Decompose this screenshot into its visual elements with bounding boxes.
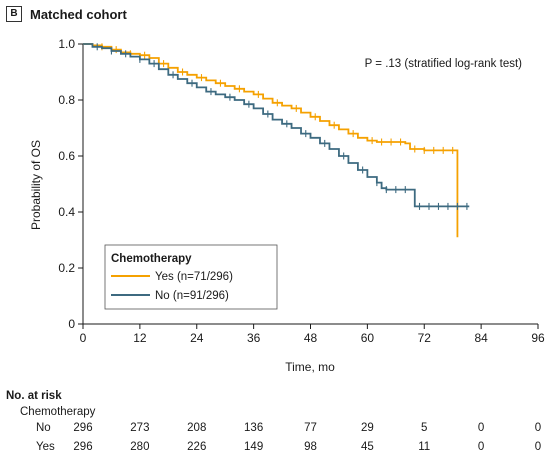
- panel-letter: B: [6, 6, 22, 22]
- risk-table-header: No. at risk: [6, 390, 62, 402]
- x-tick-label: 12: [133, 331, 147, 345]
- risk-count-no: 208: [187, 422, 206, 434]
- panel-header: B Matched cohort: [6, 5, 127, 23]
- y-tick-label: 0.8: [58, 93, 75, 107]
- risk-row-label-no: No: [36, 422, 51, 434]
- risk-count-no: 136: [244, 422, 263, 434]
- legend: Chemotherapy Yes (n=71/296) No (n=91/296…: [104, 244, 278, 310]
- legend-title: Chemotherapy: [111, 253, 192, 265]
- risk-count-yes: 11: [418, 441, 430, 453]
- pvalue-annotation: P = .13 (stratified log-rank test): [365, 58, 523, 70]
- y-tick-label: 0: [68, 317, 75, 331]
- risk-count-yes: 280: [130, 441, 149, 453]
- y-axis-label: Probability of OS: [29, 140, 43, 230]
- risk-count-no: 273: [130, 422, 149, 434]
- x-tick-label: 60: [361, 331, 375, 345]
- risk-row-label-yes: Yes: [36, 441, 55, 453]
- y-tick-label: 0.2: [58, 261, 75, 275]
- risk-table-rows: No 296 273 208 136 77 29 5 0 0 Yes 296 280 226 149 98 45…: [36, 422, 541, 453]
- risk-count-yes: 149: [244, 441, 263, 453]
- x-tick-label: 0: [80, 331, 87, 345]
- x-tick-label: 84: [474, 331, 488, 345]
- axes: 0 12 24 36 48 60 72 84 96 0 0.2 0.4 0.6 0.8 1.0: [58, 37, 545, 345]
- series-line-yes: [83, 43, 459, 238]
- risk-count-yes: 296: [73, 441, 92, 453]
- x-tick-label: 96: [531, 331, 545, 345]
- risk-count-yes: 45: [361, 441, 374, 453]
- legend-entry-yes: Yes (n=71/296): [155, 271, 233, 283]
- risk-count-no: 0: [478, 422, 484, 434]
- risk-count-yes: 226: [187, 441, 206, 453]
- x-axis-label: Time, mo: [285, 360, 335, 374]
- risk-count-yes: 0: [478, 441, 484, 453]
- risk-count-no: 5: [421, 422, 427, 434]
- risk-count-no: 29: [361, 422, 374, 434]
- risk-count-no: 296: [73, 422, 92, 434]
- risk-table-group-label: Chemotherapy: [20, 406, 96, 418]
- y-tick-label: 1.0: [58, 37, 75, 51]
- y-tick-label: 0.6: [58, 149, 75, 163]
- y-tick-label: 0.4: [58, 205, 75, 219]
- x-tick-label: 72: [418, 331, 432, 345]
- risk-count-no: 0: [535, 422, 541, 434]
- risk-count-yes: 98: [304, 441, 317, 453]
- x-tick-label: 36: [247, 331, 261, 345]
- risk-table: No. at risk Chemotherapy No 296 273 208 136 7…: [6, 390, 541, 453]
- x-tick-label: 48: [304, 331, 318, 345]
- survival-curves: [83, 43, 470, 238]
- panel-title: Matched cohort: [30, 6, 127, 22]
- x-tick-label: 24: [190, 331, 204, 345]
- risk-count-yes: 0: [535, 441, 541, 453]
- legend-entry-no: No (n=91/296): [155, 290, 229, 302]
- risk-count-no: 77: [304, 422, 317, 434]
